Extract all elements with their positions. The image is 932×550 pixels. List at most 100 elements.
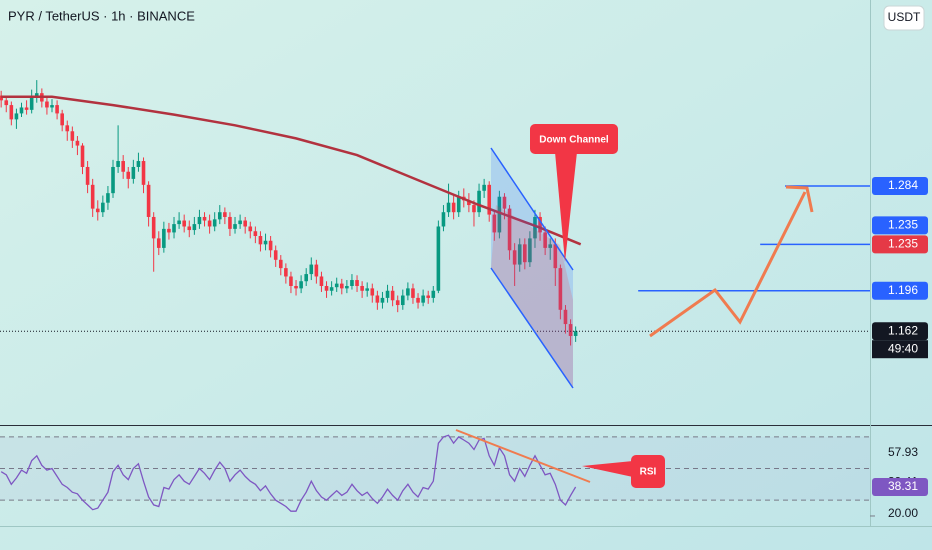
candle-body — [538, 216, 542, 233]
candle-body — [472, 205, 476, 213]
candle-body — [50, 105, 54, 108]
candle-body — [233, 224, 237, 229]
candle-body — [121, 161, 125, 172]
candle-body — [4, 100, 9, 106]
price-badge — [872, 281, 928, 300]
price-badge-label: 1.284 — [888, 178, 918, 192]
candle-body — [238, 220, 242, 225]
candle-body — [517, 244, 522, 265]
candle-body — [278, 259, 283, 269]
candle-body — [446, 202, 451, 213]
candle-body — [319, 276, 324, 286]
candle-body — [151, 216, 156, 239]
candle-body — [228, 216, 232, 229]
channel-lower — [490, 267, 574, 389]
rsi-badge — [872, 478, 928, 497]
candle-body — [339, 283, 344, 289]
candle-body — [116, 161, 120, 167]
candle-body — [400, 295, 405, 306]
candle-body — [350, 280, 354, 286]
arrow-head — [785, 185, 814, 213]
candle-body — [304, 274, 309, 282]
candle-body — [177, 220, 181, 225]
candle-body — [309, 264, 314, 275]
candle-body — [528, 238, 532, 263]
callout — [530, 124, 618, 154]
candle-body — [273, 250, 278, 260]
candle-body — [263, 240, 268, 245]
candle-body — [563, 309, 568, 325]
candle-body — [365, 288, 370, 291]
price-badge — [872, 322, 928, 341]
candle-body — [106, 193, 110, 203]
callout — [631, 455, 665, 488]
channel-red-fill — [491, 205, 573, 388]
countdown-badge — [872, 340, 928, 359]
price-badge-label: 1.196 — [888, 283, 918, 297]
candle-body — [131, 166, 136, 179]
candle-body — [467, 200, 471, 206]
currency-button[interactable] — [883, 5, 925, 31]
candle-body — [146, 184, 151, 217]
chart-title: PYR / TetherUS · 1h · BINANCE — [8, 8, 195, 23]
channel-fill — [491, 148, 573, 388]
callout-pointer — [555, 152, 577, 262]
price-badge-label: 1.235 — [888, 237, 918, 251]
candle-body — [126, 171, 131, 179]
candle-body — [258, 236, 263, 245]
candle-body — [192, 224, 197, 231]
candle-body — [314, 264, 319, 277]
candle-body — [90, 184, 95, 209]
candle-body — [523, 244, 527, 263]
candle-body — [512, 250, 517, 265]
candle-body — [75, 140, 80, 146]
candle-body — [543, 232, 547, 248]
candle-body — [355, 280, 359, 286]
candle-body — [141, 161, 146, 185]
candle-body — [502, 196, 507, 209]
candle-body — [60, 113, 64, 126]
candle-body — [45, 101, 49, 108]
axes: 1.162 49:40 1.235 1.284 1.235 1.196 20.00 57.93… — [870, 177, 928, 520]
candle-body — [487, 184, 492, 215]
candle-body — [70, 131, 75, 141]
price-badge — [872, 177, 928, 196]
price-badge — [872, 216, 928, 235]
candle-body — [324, 285, 329, 291]
candle-body — [167, 228, 171, 233]
candle-body — [223, 212, 227, 217]
candle-body — [385, 290, 390, 298]
candle-body — [85, 166, 90, 185]
candle-body — [390, 290, 395, 301]
price-badge — [872, 235, 928, 254]
candle-body — [55, 105, 59, 114]
candle-body — [548, 244, 553, 248]
candle-body — [507, 208, 512, 251]
candle-body — [111, 166, 115, 194]
rsi-value-label: 57.93 — [888, 445, 918, 459]
candle-body — [334, 283, 339, 288]
candle-body — [217, 212, 222, 220]
candle-body — [207, 220, 212, 227]
candle-body — [380, 297, 385, 303]
annotation: Down Channel — [539, 135, 609, 146]
candle-body — [284, 268, 288, 277]
annotation: RSI — [640, 467, 657, 478]
candle-body — [136, 161, 141, 167]
candle-body — [421, 295, 425, 303]
candle-body — [370, 288, 375, 296]
currency[interactable]: USDT — [888, 10, 921, 24]
candle-body — [395, 300, 400, 306]
candle-body — [426, 295, 431, 298]
candle-body — [19, 107, 24, 114]
candle-body — [202, 216, 207, 221]
candle-body — [492, 214, 497, 233]
rsi-badge-label: 38.31 — [888, 479, 918, 493]
rsi-trendline — [455, 429, 591, 483]
candle-body — [9, 105, 14, 120]
candle-body — [431, 290, 436, 298]
candle-body — [243, 220, 247, 227]
candle-body — [268, 240, 273, 251]
candle-body — [65, 125, 70, 132]
